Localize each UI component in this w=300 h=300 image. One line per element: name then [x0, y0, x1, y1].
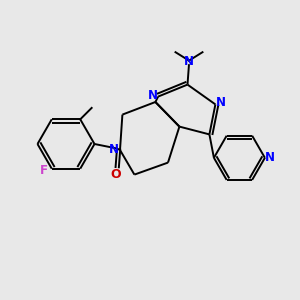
Text: N: N	[216, 96, 226, 110]
Text: F: F	[40, 164, 48, 177]
Text: N: N	[184, 55, 194, 68]
Text: N: N	[265, 151, 275, 164]
Text: O: O	[110, 168, 121, 181]
Text: N: N	[108, 142, 118, 156]
Text: N: N	[148, 88, 158, 102]
